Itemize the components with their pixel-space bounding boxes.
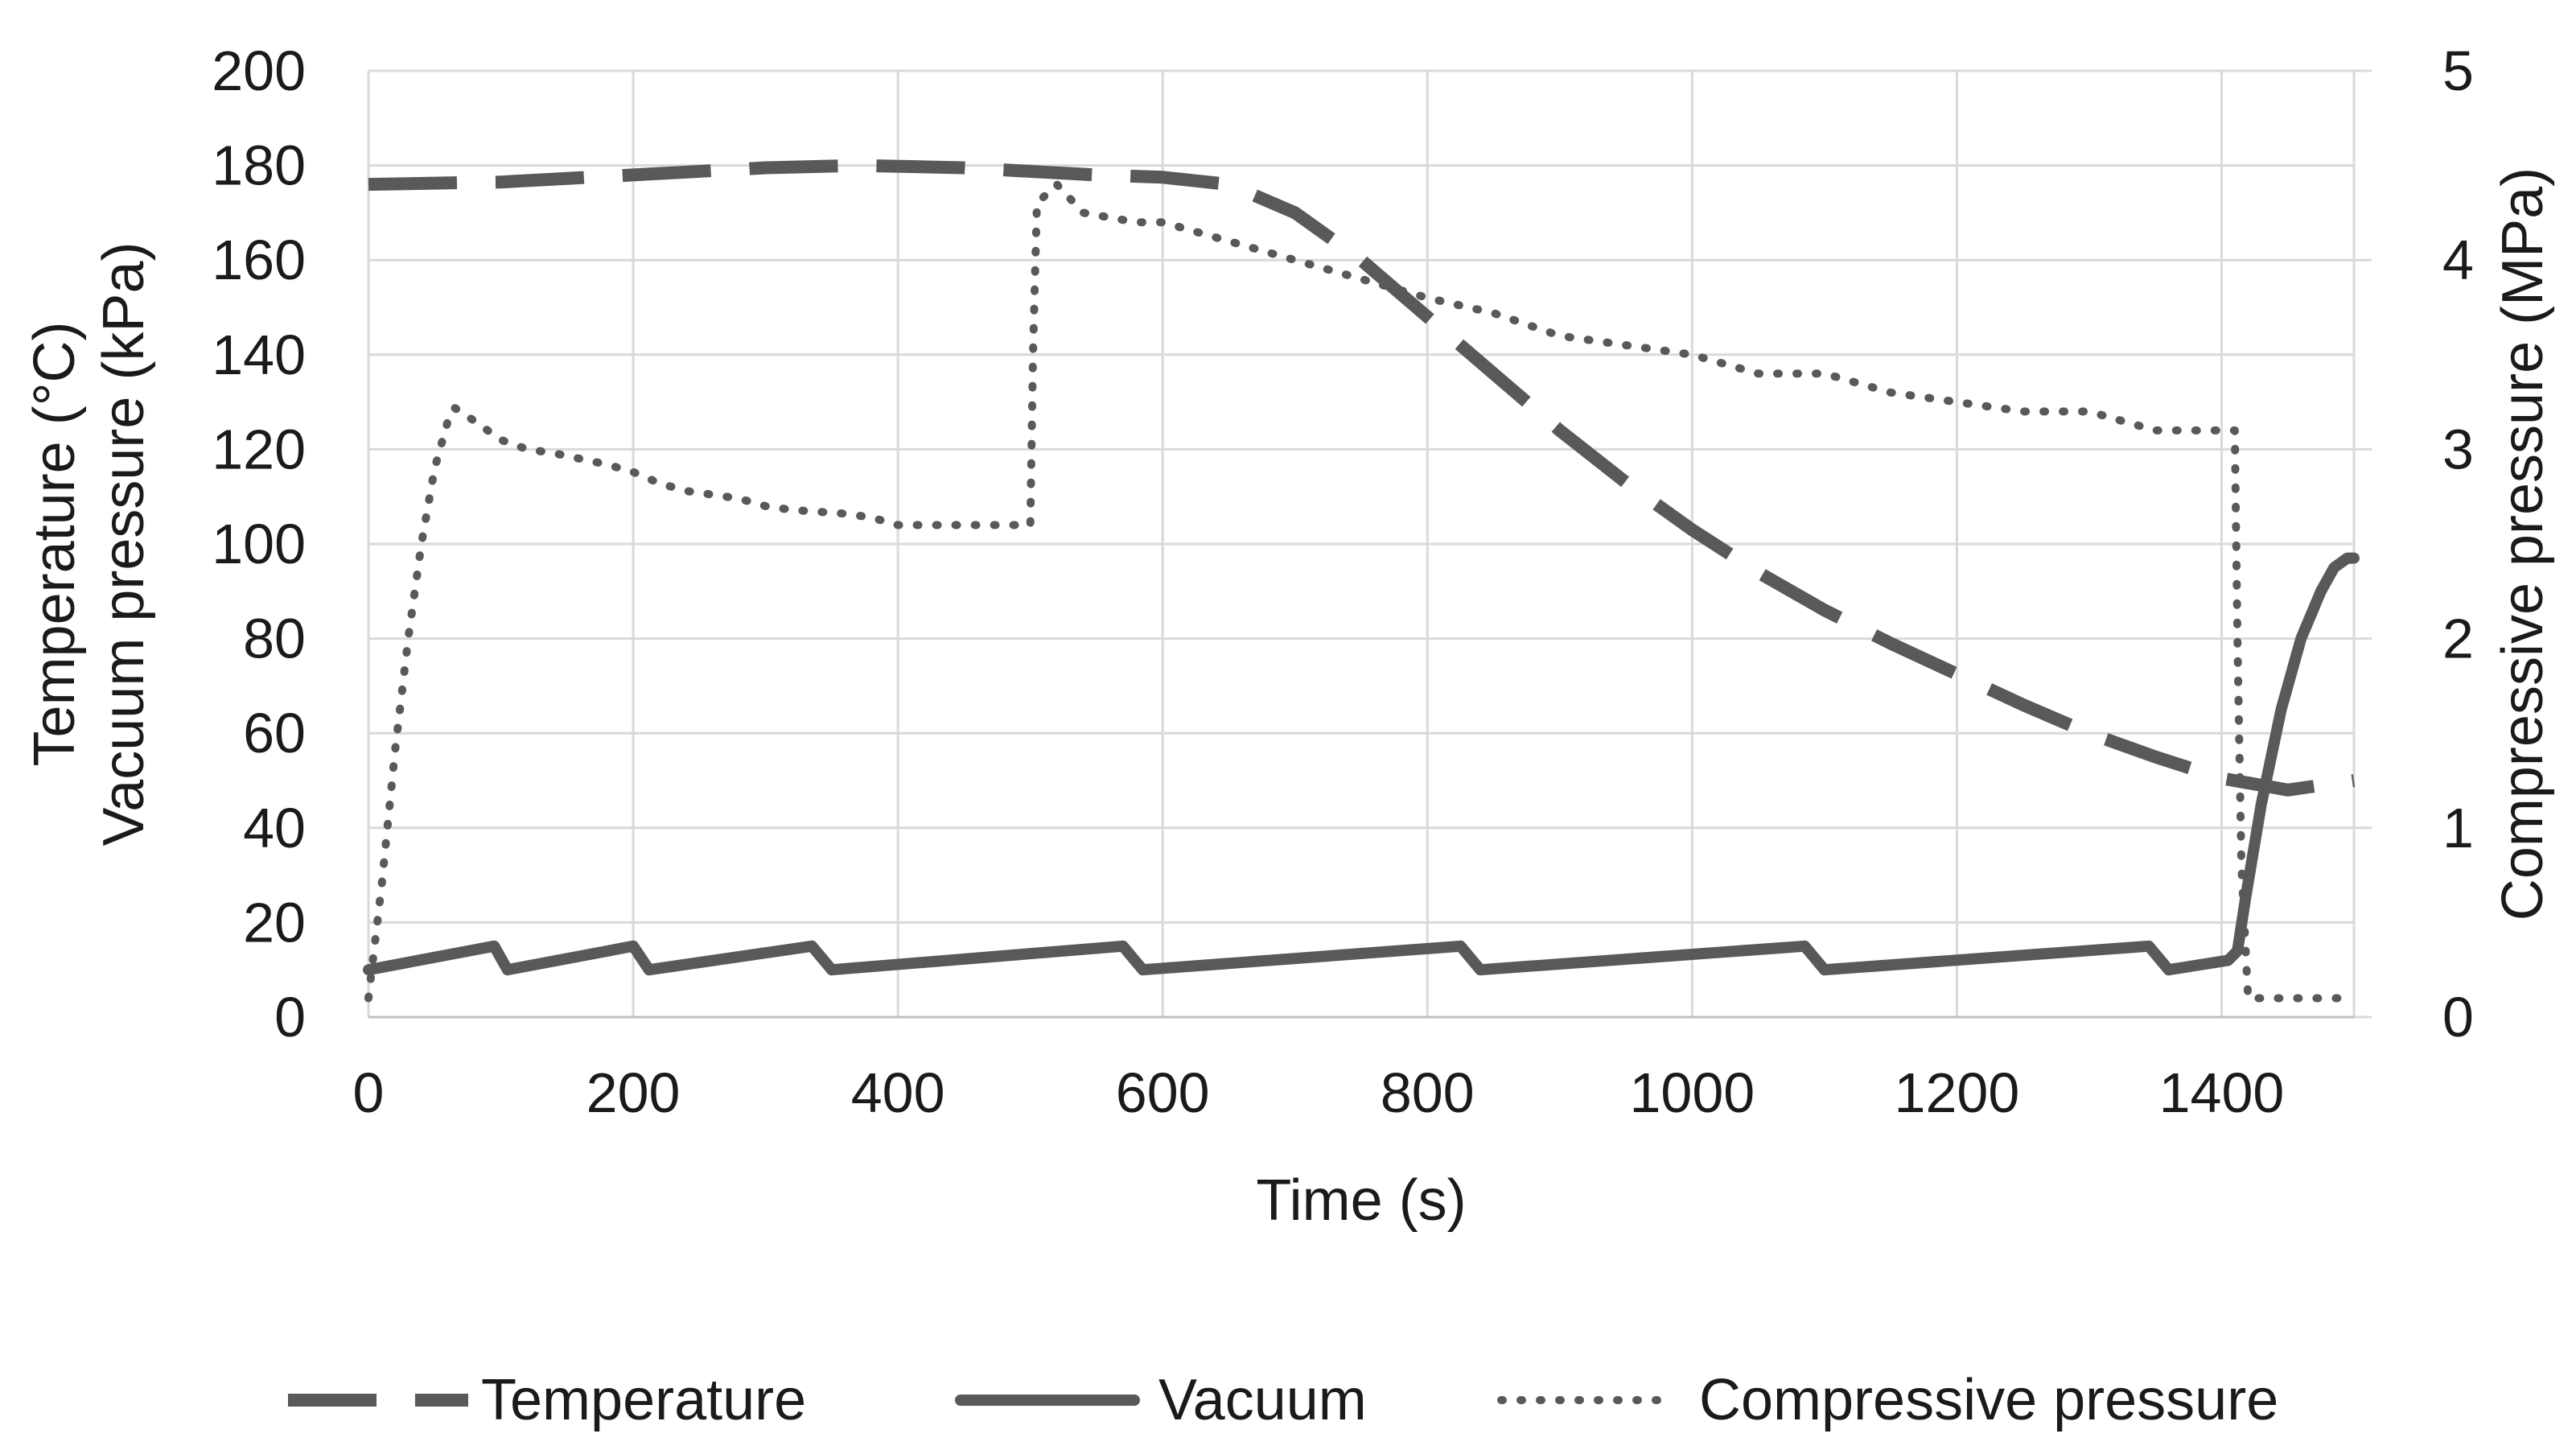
y-left-tick-label: 60: [243, 702, 306, 764]
y-left-tick-label: 180: [212, 134, 306, 197]
series-lines: [363, 159, 2360, 1003]
y-left-tick-label: 0: [274, 986, 306, 1048]
y-left-tick-label: 140: [212, 323, 306, 386]
x-tick-label: 1400: [2159, 1061, 2285, 1124]
grid: [367, 69, 2372, 1019]
y-left-tick-label: 200: [212, 39, 306, 102]
x-tick-label: 1200: [1895, 1061, 2020, 1124]
legend-label-vacuum: Vacuum: [1158, 1368, 1367, 1432]
x-tick-label: 400: [851, 1061, 945, 1124]
legend: Temperature Vacuum Compressive pressure: [288, 1368, 2278, 1432]
x-axis-title: Time (s): [1256, 1168, 1466, 1233]
y-right-tick-label: 4: [2442, 229, 2474, 291]
x-tick-label: 800: [1381, 1061, 1475, 1124]
x-tick-label: 600: [1116, 1061, 1210, 1124]
y-right-tick-label: 5: [2442, 39, 2474, 102]
series-line-compressive-pressure: [364, 180, 2358, 1003]
y-left-tick-label: 80: [243, 608, 306, 670]
x-tick-label: 200: [586, 1061, 681, 1124]
legend-label-temperature: Temperature: [481, 1368, 806, 1432]
y-left-axis-title: Vacuum pressure (kPa): [92, 242, 156, 847]
y-left-tick-label: 100: [212, 513, 306, 575]
y-left-tick-label: 40: [243, 797, 306, 859]
y-right-tick-label: 2: [2442, 608, 2474, 670]
y-left-tick-label: 20: [243, 891, 306, 954]
y-left-axis-title: Temperature (°C): [23, 322, 87, 767]
series-line-vacuum: [363, 552, 2360, 976]
y-right-tick-label: 1: [2442, 797, 2474, 859]
y-left-tick-label: 160: [212, 229, 306, 291]
x-tick-label: 1000: [1629, 1061, 1755, 1124]
legend-label-compressive-pressure: Compressive pressure: [1699, 1368, 2278, 1432]
axes: 0 200 400 600 800 1000 1200 1400020406080100120…: [23, 39, 2555, 1233]
y-right-tick-label: 3: [2442, 418, 2474, 480]
y-right-tick-label: 0: [2442, 986, 2474, 1048]
y-left-tick-label: 120: [212, 418, 306, 480]
y-right-axis-title: Compressive pressure (MPa): [2491, 167, 2555, 921]
x-tick-label: 0: [353, 1061, 385, 1124]
